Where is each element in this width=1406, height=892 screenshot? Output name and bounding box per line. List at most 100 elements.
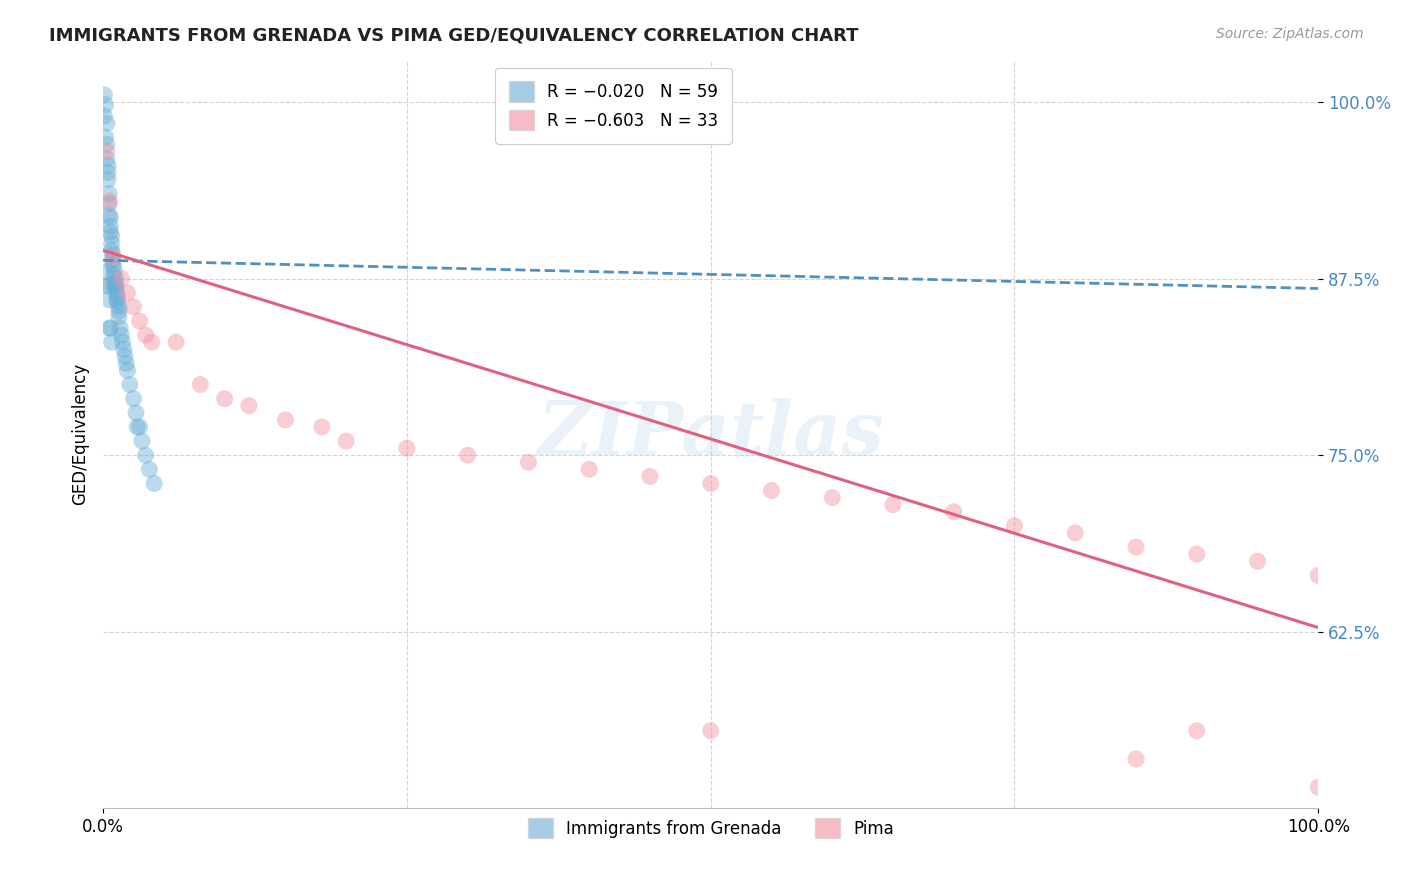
Point bbox=[96, 137, 118, 152]
Point bbox=[96, 116, 118, 130]
Point bbox=[1004, 519, 1026, 533]
Point bbox=[335, 434, 357, 448]
Point bbox=[111, 335, 134, 350]
Point bbox=[93, 87, 115, 102]
Point bbox=[143, 476, 166, 491]
Point bbox=[100, 219, 122, 234]
Point bbox=[104, 276, 127, 290]
Legend: Immigrants from Grenada, Pima: Immigrants from Grenada, Pima bbox=[522, 812, 900, 845]
Point bbox=[112, 343, 135, 357]
Point bbox=[93, 109, 115, 123]
Point bbox=[638, 469, 661, 483]
Point bbox=[108, 321, 131, 335]
Point bbox=[98, 208, 121, 222]
Point bbox=[100, 225, 122, 239]
Point bbox=[103, 278, 125, 293]
Point bbox=[101, 257, 124, 271]
Point bbox=[107, 290, 129, 304]
Point bbox=[105, 293, 128, 307]
Point bbox=[127, 420, 149, 434]
Point bbox=[104, 278, 127, 293]
Point bbox=[238, 399, 260, 413]
Point bbox=[107, 295, 129, 310]
Point bbox=[101, 251, 124, 265]
Point bbox=[117, 363, 139, 377]
Point bbox=[395, 441, 418, 455]
Point bbox=[128, 314, 150, 328]
Point bbox=[1308, 568, 1330, 582]
Point bbox=[135, 328, 157, 343]
Point bbox=[1185, 723, 1208, 738]
Text: IMMIGRANTS FROM GRENADA VS PIMA GED/EQUIVALENCY CORRELATION CHART: IMMIGRANTS FROM GRENADA VS PIMA GED/EQUI… bbox=[49, 27, 859, 45]
Point bbox=[311, 420, 333, 434]
Point bbox=[114, 349, 136, 363]
Point bbox=[96, 145, 118, 159]
Point bbox=[517, 455, 540, 469]
Point bbox=[1125, 752, 1147, 766]
Point bbox=[274, 413, 297, 427]
Point bbox=[942, 505, 965, 519]
Point bbox=[100, 236, 122, 251]
Point bbox=[1064, 525, 1087, 540]
Point bbox=[214, 392, 236, 406]
Point bbox=[699, 476, 721, 491]
Point bbox=[117, 285, 139, 300]
Point bbox=[97, 166, 120, 180]
Point bbox=[108, 300, 131, 314]
Point bbox=[104, 271, 127, 285]
Point bbox=[699, 723, 721, 738]
Point bbox=[115, 356, 138, 370]
Point bbox=[97, 159, 120, 173]
Point bbox=[100, 211, 122, 225]
Point bbox=[105, 285, 128, 300]
Point bbox=[882, 498, 904, 512]
Point bbox=[457, 448, 479, 462]
Point bbox=[98, 186, 121, 201]
Point bbox=[96, 264, 118, 278]
Point bbox=[122, 300, 145, 314]
Point bbox=[1185, 547, 1208, 561]
Point bbox=[188, 377, 211, 392]
Point bbox=[821, 491, 844, 505]
Point bbox=[98, 321, 121, 335]
Point bbox=[131, 434, 153, 448]
Point bbox=[94, 98, 117, 112]
Point bbox=[97, 278, 120, 293]
Point bbox=[125, 406, 148, 420]
Point bbox=[108, 310, 131, 324]
Point bbox=[110, 328, 132, 343]
Point bbox=[98, 196, 121, 211]
Point bbox=[108, 304, 131, 318]
Point bbox=[105, 281, 128, 295]
Point bbox=[100, 244, 122, 258]
Point bbox=[138, 462, 160, 476]
Point bbox=[103, 268, 125, 282]
Point bbox=[165, 335, 187, 350]
Point bbox=[97, 172, 120, 186]
Point bbox=[100, 321, 122, 335]
Y-axis label: GED/Equivalency: GED/Equivalency bbox=[72, 363, 89, 505]
Point bbox=[110, 271, 132, 285]
Point bbox=[103, 261, 125, 276]
Point bbox=[100, 335, 122, 350]
Text: Source: ZipAtlas.com: Source: ZipAtlas.com bbox=[1216, 27, 1364, 41]
Point bbox=[1308, 780, 1330, 795]
Point bbox=[141, 335, 163, 350]
Point bbox=[98, 194, 121, 208]
Point bbox=[101, 253, 124, 268]
Point bbox=[96, 152, 118, 166]
Point bbox=[100, 229, 122, 244]
Point bbox=[1246, 554, 1268, 568]
Point bbox=[578, 462, 600, 476]
Text: ZIPatlas: ZIPatlas bbox=[537, 398, 884, 470]
Point bbox=[122, 392, 145, 406]
Point bbox=[118, 377, 141, 392]
Point bbox=[94, 130, 117, 145]
Point bbox=[97, 278, 120, 293]
Point bbox=[135, 448, 157, 462]
Point bbox=[1125, 540, 1147, 554]
Point bbox=[98, 293, 121, 307]
Point bbox=[101, 247, 124, 261]
Point bbox=[128, 420, 150, 434]
Point bbox=[761, 483, 783, 498]
